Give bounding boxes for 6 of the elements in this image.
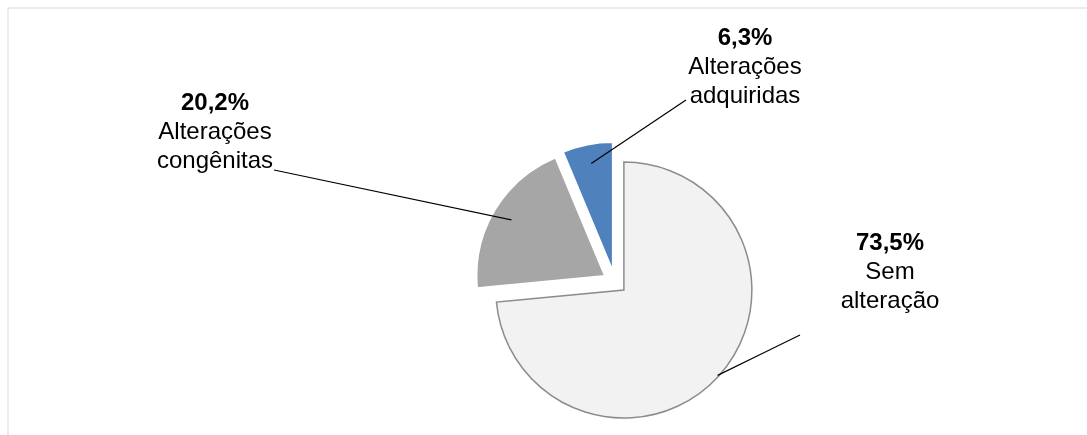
data-label: 73,5%: [855, 228, 925, 255]
data-label: 6,3%: [717, 23, 773, 50]
slice-label: Alterações adquiridas: [688, 52, 802, 108]
data-label: 20,2%: [180, 88, 250, 115]
slice-label: Sem alteração: [840, 257, 940, 313]
slice-label: Alterações congênitas: [156, 117, 274, 173]
